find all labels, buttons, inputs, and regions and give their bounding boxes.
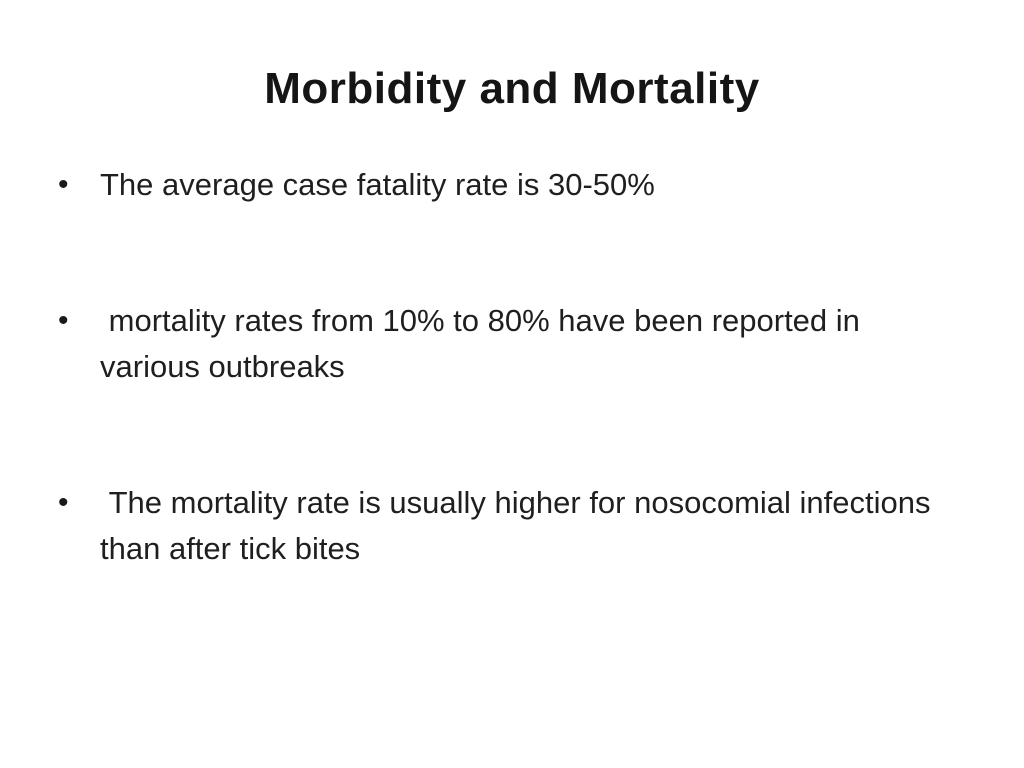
bullet-icon: • bbox=[58, 486, 69, 519]
bullet-list: • The average case fatality rate is 30-5… bbox=[0, 162, 1024, 572]
bullet-text: The average case fatality rate is 30-50% bbox=[100, 167, 655, 202]
bullet-item: • mortality rates from 10% to 80% have b… bbox=[58, 298, 954, 390]
bullet-text: mortality rates from 10% to 80% have bee… bbox=[100, 303, 869, 384]
bullet-item: • The average case fatality rate is 30-5… bbox=[58, 162, 954, 208]
slide-title: Morbidity and Mortality bbox=[264, 64, 760, 113]
bullet-icon: • bbox=[58, 168, 69, 201]
bullet-item: • The mortality rate is usually higher f… bbox=[58, 480, 954, 572]
bullet-text: The mortality rate is usually higher for… bbox=[100, 485, 940, 566]
bullet-icon: • bbox=[58, 304, 69, 337]
